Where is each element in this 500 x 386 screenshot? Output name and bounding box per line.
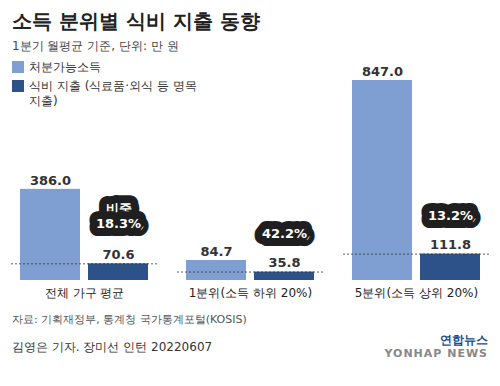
svg-text:847.0: 847.0	[362, 64, 403, 79]
svg-text:111.8: 111.8	[430, 237, 471, 252]
html-text:처분가능소득: 처분가능소득	[29, 60, 101, 74]
html-text:1분기 월평균 기준, 단위: 만 원: 1분기 월평균 기준, 단위: 만 원	[12, 39, 179, 53]
svg-text:84.7: 84.7	[200, 244, 232, 259]
svg-text:비중18.3%: 비중18.3%	[96, 201, 141, 231]
html-text:YONHAP NEWS: YONHAP NEWS	[384, 347, 488, 360]
html-text:자료: 기획재정부, 통계청 국가통계포털(KOSIS): 자료: 기획재정부, 통계청 국가통계포털(KOSIS)	[12, 313, 247, 326]
html-text:연합뉴스: 연합뉴스	[440, 333, 488, 347]
svg-text:1분위(소득 하위 20%): 1분위(소득 하위 20%)	[189, 286, 312, 300]
svg-text:5분위(소득 상위 20%): 5분위(소득 상위 20%)	[355, 286, 478, 300]
html-text:소득 분위별 식비 지출 동향: 소득 분위별 식비 지출 동향	[12, 9, 260, 33]
svg-text:35.8: 35.8	[268, 255, 300, 270]
html-text:식비 지출 (식료품·외식 등 명목 지출): 식비 지출 (식료품·외식 등 명목 지출)	[29, 79, 197, 108]
svg-text:13.2%: 13.2%	[428, 208, 473, 223]
svg-text:전체 가구 평균: 전체 가구 평균	[45, 286, 125, 300]
svg-text:386.0: 386.0	[30, 173, 71, 188]
html-text:김영은 기자. 장미선 인턴 20220607: 김영은 기자. 장미선 인턴 20220607	[12, 339, 213, 354]
svg-text:42.2%: 42.2%	[262, 226, 307, 241]
svg-text:70.6: 70.6	[102, 247, 134, 262]
